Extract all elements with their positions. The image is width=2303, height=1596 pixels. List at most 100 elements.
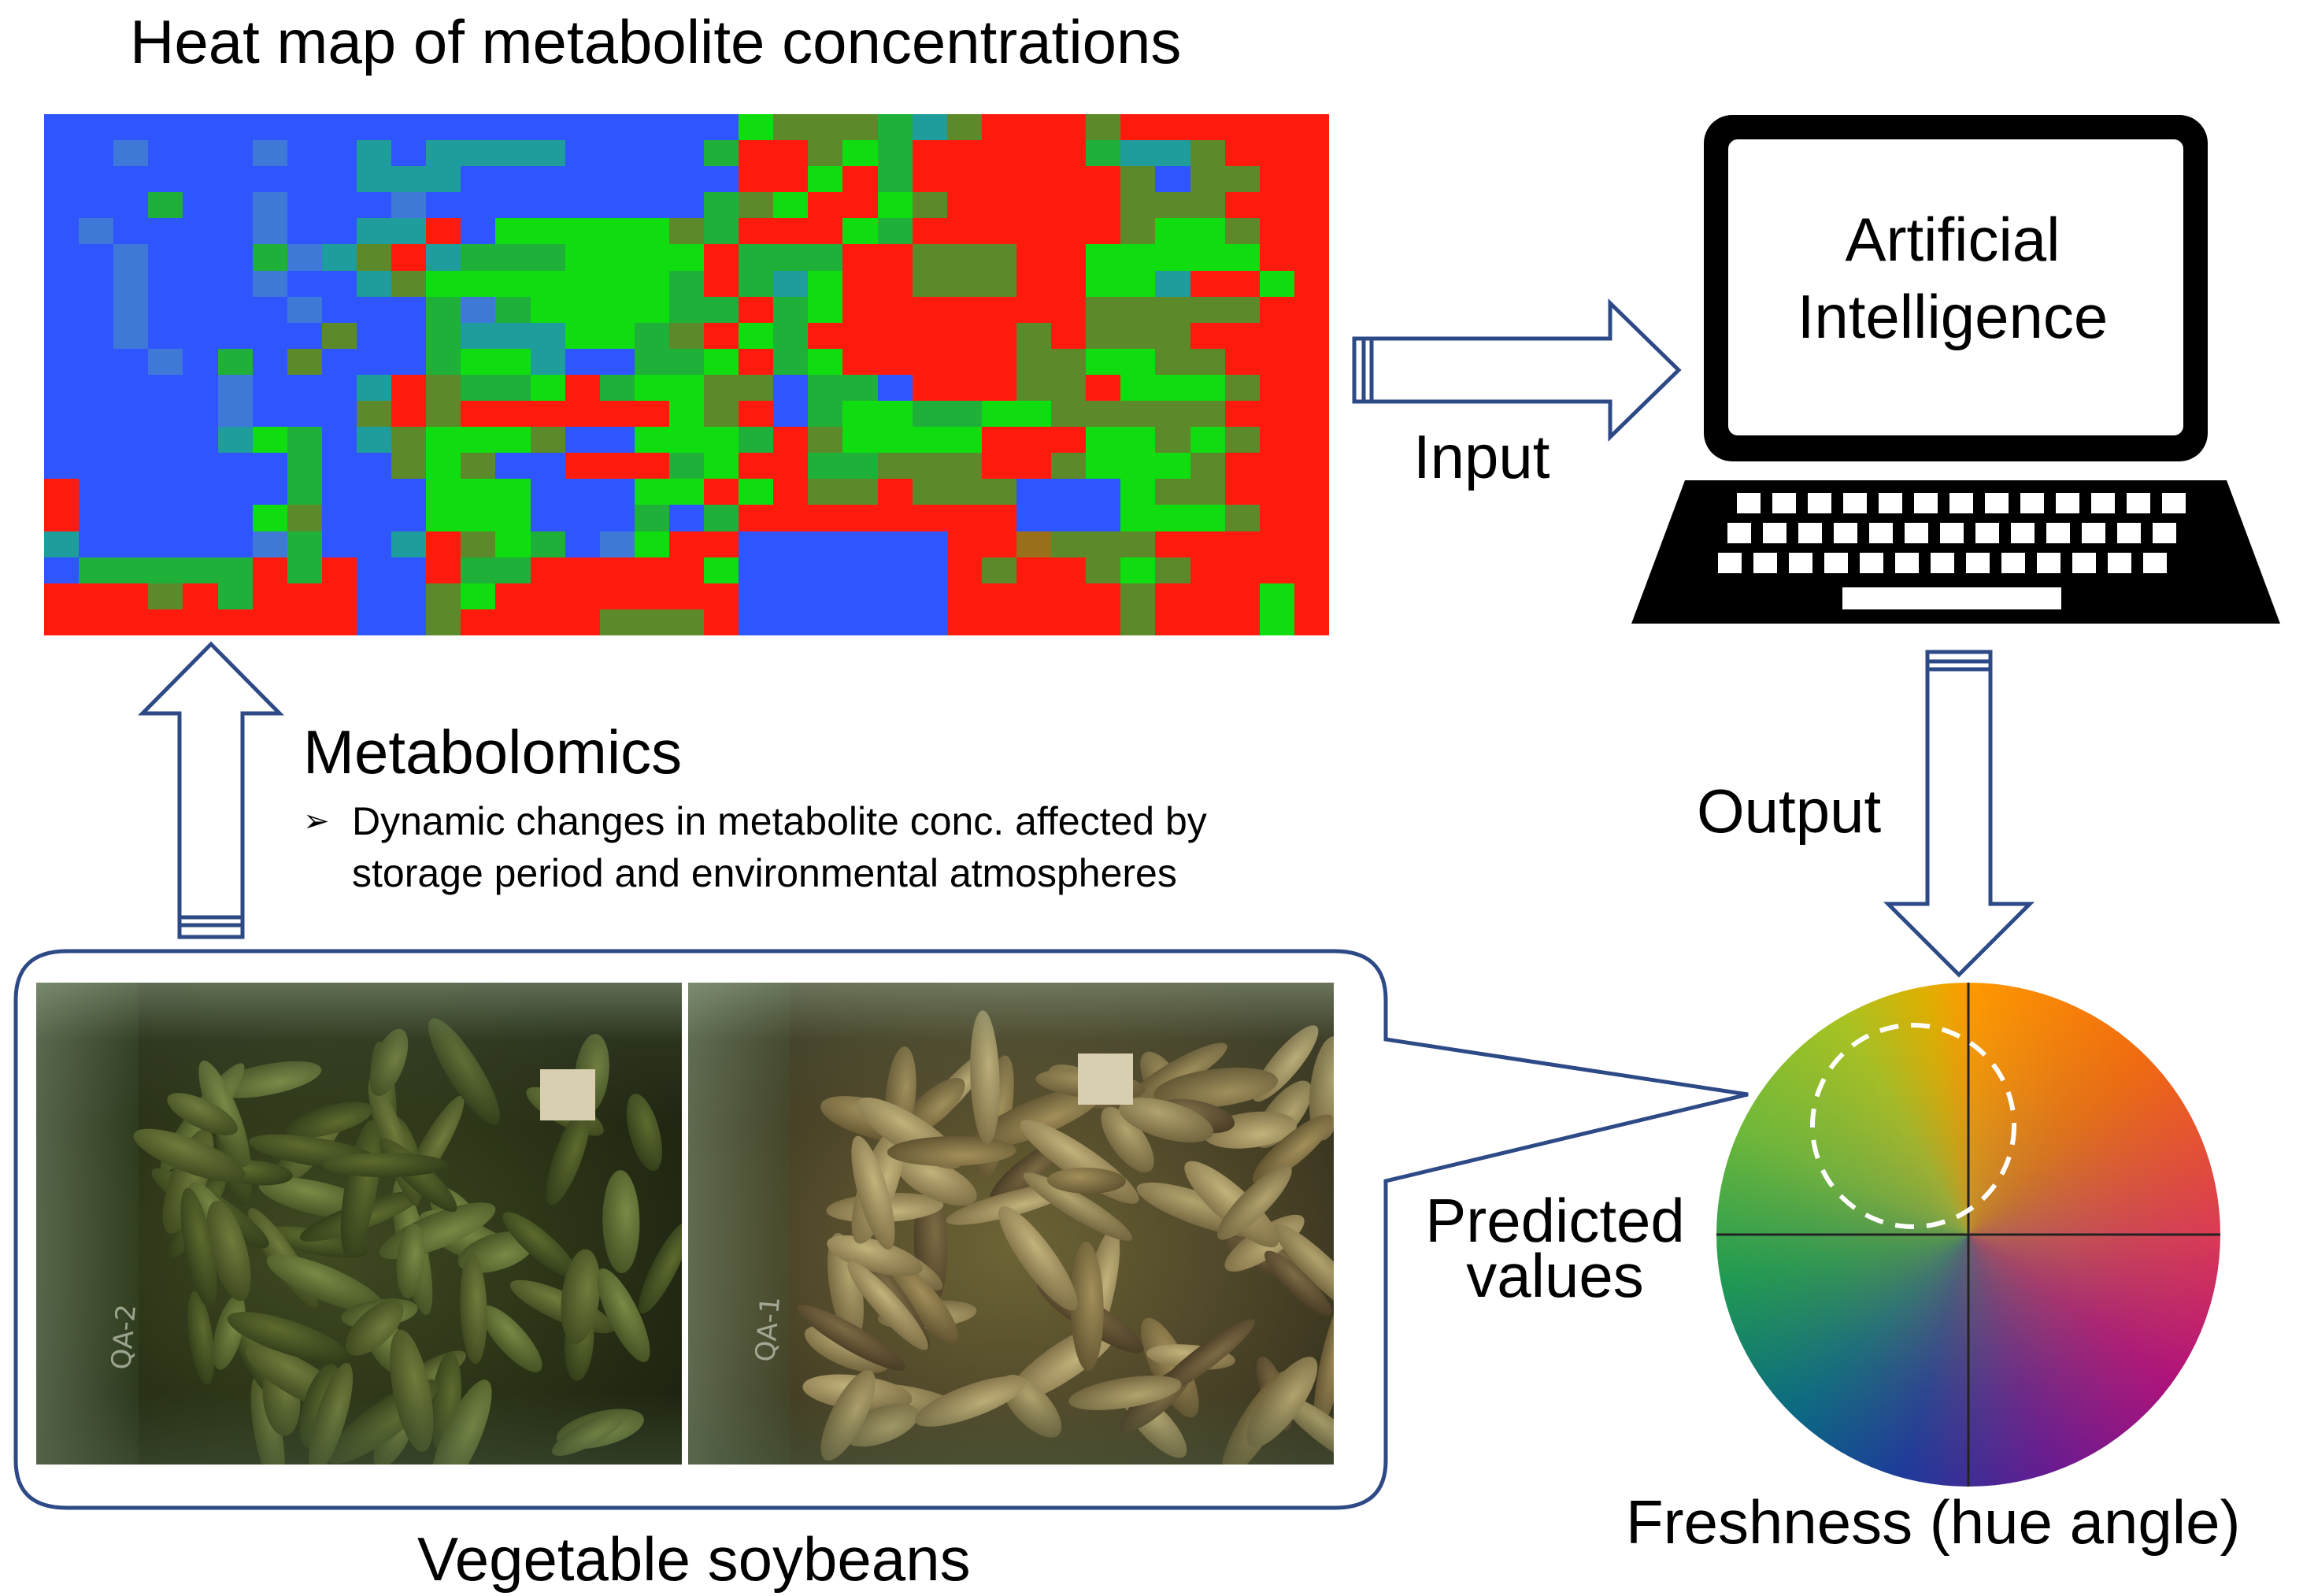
heatmap-cell bbox=[148, 401, 183, 428]
heatmap-cell bbox=[912, 557, 947, 583]
laptop-key bbox=[1772, 493, 1796, 513]
heatmap-cell bbox=[530, 374, 565, 402]
heatmap-cell bbox=[668, 348, 705, 375]
heatmap-cell bbox=[912, 166, 947, 193]
heatmap-cell bbox=[773, 583, 809, 609]
heatmap-cell bbox=[217, 166, 253, 193]
heatmap-cell bbox=[981, 557, 1017, 583]
heatmap-cell bbox=[44, 218, 80, 245]
heatmap-cell bbox=[808, 244, 843, 271]
heatmap-cell bbox=[634, 479, 669, 505]
heatmap-cell bbox=[1051, 583, 1087, 609]
heatmap-cell bbox=[912, 192, 947, 219]
heatmap-cell bbox=[287, 348, 322, 375]
heatmap-cell bbox=[1259, 322, 1294, 349]
heatmap-cell bbox=[1086, 505, 1121, 531]
heatmap-cell bbox=[1190, 166, 1225, 193]
heatmap-cell bbox=[808, 427, 843, 454]
heatmap-cell bbox=[1051, 218, 1087, 245]
heatmap-cell bbox=[634, 296, 669, 323]
heatmap-cell bbox=[391, 479, 427, 505]
heatmap-cell bbox=[356, 348, 392, 375]
heatmap-cell bbox=[877, 609, 913, 635]
laptop-key bbox=[1789, 553, 1812, 573]
heatmap-cell bbox=[842, 322, 878, 349]
heatmap-cell bbox=[1155, 427, 1190, 454]
heatmap-cell bbox=[79, 453, 114, 480]
heatmap-cell bbox=[1016, 453, 1052, 480]
bag-tag bbox=[1078, 1054, 1133, 1105]
laptop-key bbox=[1940, 523, 1964, 543]
heatmap-cell bbox=[1224, 192, 1260, 219]
heatmap-cell bbox=[842, 505, 878, 531]
heatmap-cell bbox=[1259, 374, 1294, 402]
heatmap-cell bbox=[148, 114, 183, 141]
heatmap-cell bbox=[1051, 531, 1087, 557]
heatmap-cell bbox=[1086, 322, 1121, 349]
heatmap-cell bbox=[946, 557, 982, 583]
heatmap-cell bbox=[739, 374, 774, 402]
heatmap-cell bbox=[113, 505, 149, 531]
heatmap-cell bbox=[634, 453, 669, 480]
heatmap-cell bbox=[912, 453, 947, 480]
heatmap-cell bbox=[495, 557, 531, 583]
heatmap-cell bbox=[1294, 583, 1329, 609]
heatmap-cell bbox=[1224, 531, 1260, 557]
heatmap-cell bbox=[530, 114, 565, 141]
heatmap-cell bbox=[113, 296, 149, 323]
heatmap-cell bbox=[773, 479, 809, 505]
laptop-key bbox=[2072, 553, 2096, 573]
laptop-key bbox=[1985, 493, 2009, 513]
heatmap-cell bbox=[148, 427, 183, 454]
heatmap-cell bbox=[426, 531, 461, 557]
heatmap-cell bbox=[704, 296, 739, 323]
heatmap-cell bbox=[495, 348, 531, 375]
heatmap-cell bbox=[634, 140, 669, 167]
heatmap-cell bbox=[1051, 322, 1087, 349]
heatmap-cell bbox=[217, 557, 253, 583]
heatmap-cell bbox=[44, 427, 80, 454]
heatmap-cell bbox=[946, 401, 982, 428]
heatmap-cell bbox=[113, 531, 149, 557]
heatmap-cell bbox=[1155, 505, 1190, 531]
heatmap-cell bbox=[1259, 270, 1294, 297]
heatmap-cell bbox=[426, 583, 461, 609]
heatmap-cell bbox=[739, 505, 774, 531]
heatmap-cell bbox=[704, 322, 739, 349]
heatmap-cell bbox=[668, 374, 705, 402]
heatmap-cell bbox=[183, 348, 218, 375]
heatmap-cell bbox=[634, 557, 669, 583]
heatmap-cell bbox=[1190, 583, 1225, 609]
heatmap-cell bbox=[461, 322, 496, 349]
heatmap-cell bbox=[252, 374, 287, 402]
heatmap-cell bbox=[113, 583, 149, 609]
heatmap-cell bbox=[495, 609, 531, 635]
heatmap-cell bbox=[217, 374, 253, 402]
heatmap-cell bbox=[356, 479, 392, 505]
heatmap-cell bbox=[391, 114, 427, 141]
heatmap-cell bbox=[739, 140, 774, 167]
heatmap-cell bbox=[461, 531, 496, 557]
heatmap-cell bbox=[530, 427, 565, 454]
heatmap-cell bbox=[1224, 296, 1260, 323]
heatmap-cell bbox=[183, 322, 218, 349]
heatmap-cell bbox=[877, 427, 913, 454]
heatmap-cell bbox=[842, 401, 878, 428]
heatmap-cell bbox=[1120, 374, 1156, 402]
laptop-key bbox=[1737, 493, 1761, 513]
heatmap-cell bbox=[113, 374, 149, 402]
heatmap-cell bbox=[1086, 557, 1121, 583]
heatmap-cell bbox=[842, 218, 878, 245]
heatmap-cell bbox=[113, 322, 149, 349]
heatmap-cell bbox=[634, 322, 669, 349]
heatmap-cell bbox=[44, 505, 80, 531]
heatmap-cell bbox=[912, 322, 947, 349]
heatmap-cell bbox=[1224, 270, 1260, 297]
heatmap-cell bbox=[391, 557, 427, 583]
heatmap-cell bbox=[981, 218, 1017, 245]
bullet-arrow-icon: ➢ bbox=[303, 804, 330, 839]
heatmap-cell bbox=[252, 166, 287, 193]
laptop-key bbox=[2037, 553, 2060, 573]
laptop-key bbox=[2143, 553, 2167, 573]
heatmap-cell bbox=[530, 583, 565, 609]
